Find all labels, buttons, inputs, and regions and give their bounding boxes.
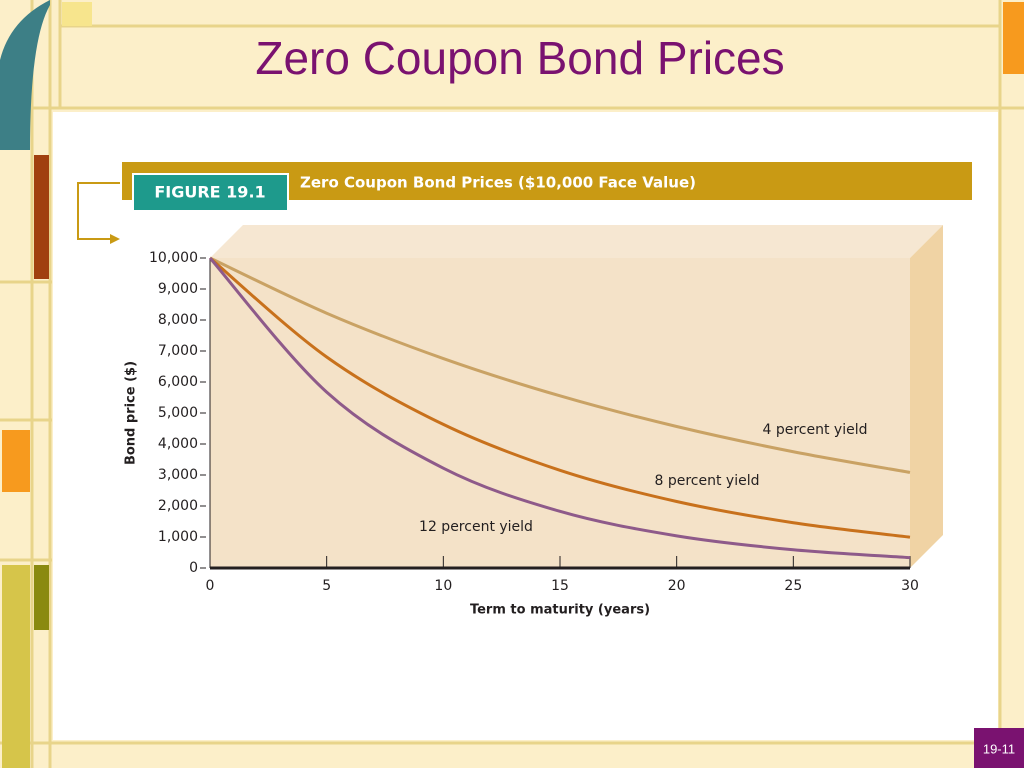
decor-block bbox=[1003, 2, 1024, 74]
series-label: 8 percent yield bbox=[655, 473, 760, 489]
series-line bbox=[209, 256, 911, 474]
decor-block bbox=[2, 565, 30, 768]
decor-block bbox=[2, 430, 30, 492]
x-tick-label: 30 bbox=[901, 578, 919, 594]
figure-title: Zero Coupon Bond Prices ($10,000 Face Va… bbox=[300, 174, 696, 192]
decor-arrow bbox=[77, 182, 120, 240]
decor-swoosh bbox=[0, 0, 50, 150]
y-axis-title: Bond price ($) bbox=[124, 361, 139, 465]
series-label: 12 percent yield bbox=[419, 519, 533, 535]
page-number-box bbox=[974, 728, 1024, 768]
series-line bbox=[209, 256, 911, 539]
figure-label: FIGURE 19.1 bbox=[154, 183, 265, 202]
x-tick-label: 15 bbox=[551, 578, 569, 594]
y-tick-label: 0 bbox=[189, 560, 198, 576]
y-tick-label: 9,000 bbox=[158, 281, 198, 297]
x-tick-label: 20 bbox=[668, 578, 686, 594]
y-tick-label: 7,000 bbox=[158, 343, 198, 359]
y-tick-label: 8,000 bbox=[158, 312, 198, 328]
series-label: 4 percent yield bbox=[763, 422, 868, 438]
decor-block bbox=[34, 565, 49, 630]
figure-label-box bbox=[132, 173, 289, 212]
x-tick-label: 0 bbox=[206, 578, 215, 594]
slide-title: Zero Coupon Bond Prices bbox=[255, 32, 784, 84]
y-tick-label: 4,000 bbox=[158, 436, 198, 452]
decor-block bbox=[62, 2, 92, 26]
series-line bbox=[208, 257, 911, 560]
y-tick-label: 3,000 bbox=[158, 467, 198, 483]
y-tick-label: 10,000 bbox=[149, 250, 198, 266]
y-tick-label: 5,000 bbox=[158, 405, 198, 421]
plot-area bbox=[210, 258, 910, 568]
plot-top bbox=[210, 225, 943, 258]
x-tick-label: 25 bbox=[784, 578, 802, 594]
x-tick-label: 5 bbox=[322, 578, 331, 594]
plot-side bbox=[910, 225, 943, 568]
decor-arrowhead bbox=[110, 234, 120, 244]
x-tick-label: 10 bbox=[434, 578, 452, 594]
y-tick-label: 6,000 bbox=[158, 374, 198, 390]
decor-block bbox=[34, 155, 49, 279]
y-tick-label: 1,000 bbox=[158, 529, 198, 545]
y-tick-label: 2,000 bbox=[158, 498, 198, 514]
x-axis-title: Term to maturity (years) bbox=[470, 603, 650, 618]
page-number: 19-11 bbox=[983, 741, 1015, 756]
